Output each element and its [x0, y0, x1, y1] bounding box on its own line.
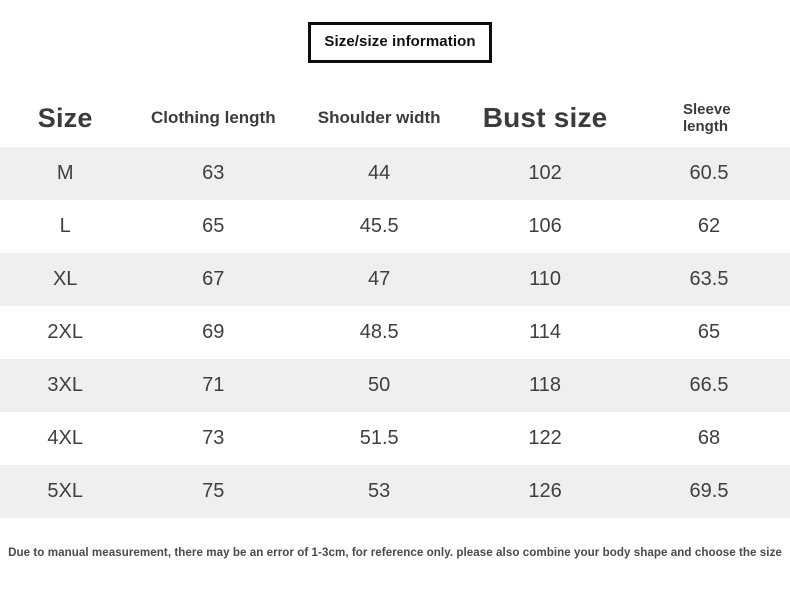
table-cell: 62 [697, 215, 721, 237]
header-bust-size: Bust size [482, 102, 608, 133]
table-row-2xl: 2XL 69 48.5 114 65 [0, 306, 790, 359]
table-cell: 63 [202, 162, 225, 184]
size-table: Size Clothing length Shoulder width Bust… [0, 89, 790, 518]
table-cell: 122 [528, 427, 562, 449]
size-info-title-box: Size/size information [308, 22, 492, 63]
size-label: 2XL [47, 321, 83, 343]
header-sleeve-length: Sleeve length [628, 89, 790, 147]
table-cell: 126 [528, 480, 562, 502]
table-cell: 60.5 [689, 162, 729, 184]
measurement-note: Due to manual measurement, there may be … [8, 546, 782, 559]
table-cell: 73 [202, 427, 225, 449]
table-cell: 47 [368, 268, 391, 290]
size-label: 5XL [47, 480, 83, 502]
table-row-4xl: 4XL 73 51.5 122 68 [0, 412, 790, 465]
table-cell: 68 [697, 427, 721, 449]
table-cell: 71 [202, 374, 225, 396]
header-sleeve-length-label: Sleeve length [683, 100, 731, 135]
table-cell: 48.5 [359, 321, 399, 343]
table-row-m: M 63 44 102 60.5 [0, 147, 790, 200]
table-cell: 75 [202, 480, 225, 502]
size-label: 4XL [47, 427, 83, 449]
size-label: 3XL [47, 374, 83, 396]
table-cell: 53 [368, 480, 391, 502]
size-chart-page: Size/size information Size Clothing leng… [0, 22, 790, 605]
table-cell: 118 [529, 374, 562, 396]
table-cell: 65 [697, 321, 721, 343]
size-label: XL [52, 268, 78, 290]
table-row-xl: XL 67 47 110 63.5 [0, 253, 790, 306]
header-size: Size [37, 102, 93, 133]
table-row-3xl: 3XL 71 50 118 66.5 [0, 359, 790, 412]
table-cell: 44 [368, 162, 391, 184]
table-cell: 63.5 [689, 268, 729, 290]
table-cell: 110 [529, 268, 562, 290]
table-cell: 106 [528, 215, 562, 237]
table-cell: 69 [202, 321, 225, 343]
table-cell: 67 [202, 268, 225, 290]
table-cell: 51.5 [359, 427, 399, 449]
table-cell: 114 [529, 321, 562, 343]
size-label: M [56, 162, 74, 184]
table-row-l: L 65 45.5 106 62 [0, 200, 790, 253]
table-cell: 102 [528, 162, 562, 184]
size-label: L [59, 215, 71, 237]
table-cell: 45.5 [359, 215, 399, 237]
table-cell: 65 [202, 215, 225, 237]
table-row-5xl: 5XL 75 53 126 69.5 [0, 465, 790, 518]
table-cell: 66.5 [689, 374, 729, 396]
table-cell: 69.5 [689, 480, 729, 502]
header-shoulder-width: Shoulder width [317, 108, 441, 127]
size-info-title: Size/size information [324, 33, 476, 50]
size-table-header-row: Size Clothing length Shoulder width Bust… [0, 89, 790, 147]
table-cell: 50 [368, 374, 391, 396]
header-clothing-length: Clothing length [150, 108, 276, 127]
